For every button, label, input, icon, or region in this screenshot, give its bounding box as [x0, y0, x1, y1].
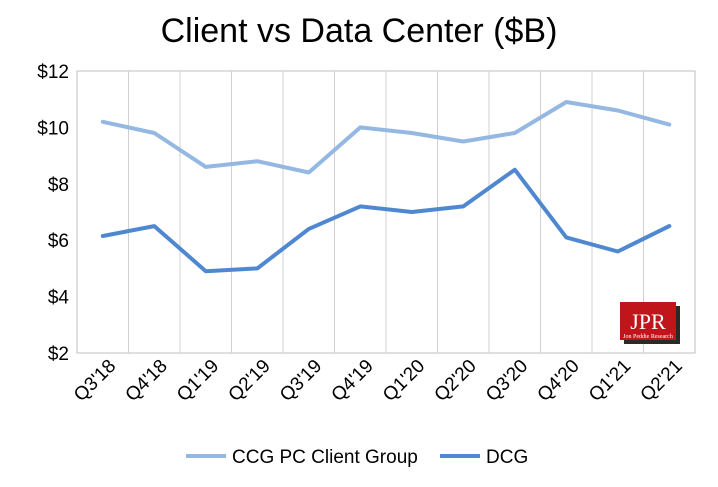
grid-lines [128, 71, 644, 353]
series-line-2 [100, 167, 672, 274]
x-tick-label: Q3'18 [70, 356, 120, 406]
chart-title: Client vs Data Center ($B) [160, 12, 558, 50]
logo-box [620, 302, 676, 340]
logo-text: JPR [630, 309, 666, 334]
x-tick-label: Q2'20 [431, 356, 481, 406]
y-tick-label: $6 [48, 231, 69, 252]
y-tick-label: $4 [48, 288, 70, 309]
legend-label: CCG PC Client Group [232, 447, 418, 468]
series-line-1 [100, 100, 672, 175]
legend-label: DCG [486, 447, 528, 468]
x-tick-label: Q2'19 [225, 356, 275, 406]
x-tick-label: Q3'19 [276, 356, 326, 406]
series-lines [100, 100, 672, 274]
y-tick-label: $2 [48, 344, 69, 365]
y-axis: $2 $4 $6 $8 $10 $12 [37, 62, 69, 365]
x-tick-label: Q4'19 [328, 356, 378, 406]
logo-subtext: Jon Peddie Research [623, 334, 673, 340]
y-tick-label: $10 [37, 118, 69, 139]
x-tick-label: Q4'18 [122, 356, 172, 406]
x-tick-label: Q4'20 [534, 356, 584, 406]
y-tick-label: $8 [48, 175, 69, 196]
jpr-logo: JPR Jon Peddie Research [620, 302, 680, 344]
x-tick-label: Q3'20 [482, 356, 532, 406]
legend: CCG PC Client Group DCG [186, 447, 528, 468]
x-axis: Q3'18 Q4'18 Q1'19 Q2'19 Q3'19 Q4'19 Q1'20 Q2'20… [70, 356, 687, 406]
x-tick-label: Q1'20 [379, 356, 429, 406]
y-tick-label: $12 [37, 62, 69, 83]
x-tick-label: Q1'19 [173, 356, 223, 406]
x-tick-label: Q2'21 [637, 356, 687, 406]
x-tick-label: Q1'21 [585, 356, 635, 406]
